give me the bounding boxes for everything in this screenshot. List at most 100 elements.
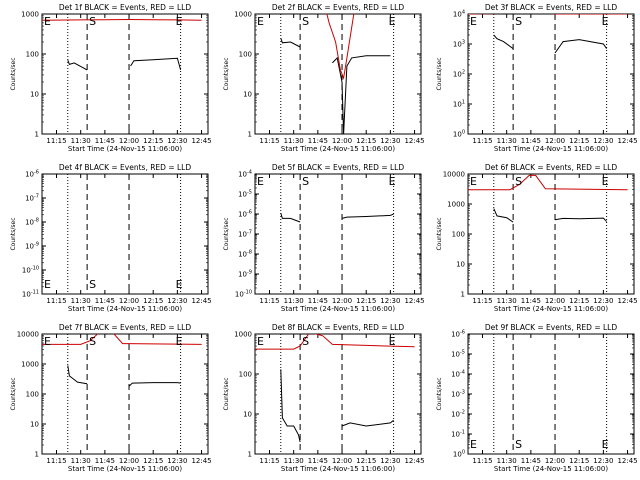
plot-frame: [467, 333, 635, 455]
x-tick-label: 11:45: [95, 297, 115, 305]
y-tick-label: 10-11: [22, 290, 39, 299]
chart-panel-8: Det 8f BLACK = Events, RED = LLD 1 10 100 10…: [223, 323, 425, 473]
series-group: [280, 14, 391, 134]
y-tick-label: 10-8: [238, 250, 252, 259]
series-group: [280, 213, 394, 223]
x-tick-label: 11:30: [284, 137, 304, 145]
x-tick-label: 12:45: [404, 297, 424, 305]
y-tick-label: 100: [26, 391, 39, 399]
y-tick-label: 10-10: [235, 290, 252, 299]
marker-e-end: E: [389, 15, 396, 28]
y-tick-label: 10-1: [451, 430, 465, 439]
x-tick-label: 12:00: [545, 137, 565, 145]
x-tick-label: 11:15: [259, 297, 279, 305]
x-tick-label: 12:45: [404, 457, 424, 465]
chart-title: Det 2f BLACK = Events, RED = LLD: [272, 3, 405, 12]
marker-s: S: [515, 175, 522, 188]
chart-panel-7: Det 7f BLACK = Events, RED = LLD 1 10 100 10…: [10, 323, 212, 473]
y-axis-label: Counts/sec: [10, 57, 17, 90]
marker-s: S: [302, 15, 309, 28]
x-tick-label: 11:30: [71, 297, 91, 305]
marker-e-start: E: [470, 15, 477, 28]
x-tick-label: 11:45: [521, 457, 541, 465]
plot-frame: [41, 173, 209, 295]
series-group: [42, 18, 202, 71]
x-tick-label: 11:30: [284, 297, 304, 305]
marker-e-start: E: [257, 335, 264, 348]
y-tick-label: 1000: [21, 361, 39, 369]
y-tick-label: 10: [243, 91, 252, 99]
x-tick-label: 12:45: [617, 457, 637, 465]
x-tick-label: 12:15: [143, 137, 163, 145]
marker-e-start: E: [44, 335, 51, 348]
marker-e-start: E: [44, 278, 51, 291]
x-tick-label: 12:30: [593, 137, 613, 145]
chart-panel-6: Det 6f BLACK = Events, RED = LLD 1 10 100 10…: [436, 163, 638, 313]
y-tick-label: 10-7: [238, 230, 252, 239]
y-tick-label: 100: [239, 51, 252, 59]
series-group: [468, 14, 628, 54]
x-tick-label: 11:30: [71, 137, 91, 145]
x-tick-label: 12:15: [356, 457, 376, 465]
y-axis-label: Counts/sec: [223, 57, 230, 90]
plot-frame: [41, 333, 209, 455]
y-tick-label: 10-6: [451, 330, 465, 339]
y-tick-label: 100: [452, 231, 465, 239]
marker-s: S: [89, 15, 96, 28]
y-tick-label: 1: [35, 451, 39, 459]
marker-e-end: E: [602, 175, 609, 188]
series-line-lld: [255, 334, 415, 350]
y-tick-label: 1: [248, 131, 252, 139]
marker-s: S: [89, 278, 96, 291]
y-tick-label: 10000: [17, 331, 39, 339]
x-tick-label: 12:15: [356, 297, 376, 305]
plot-frame: [254, 13, 422, 135]
chart-title: Det 1f BLACK = Events, RED = LLD: [59, 3, 192, 12]
x-axis-label: Start Time (24-Nov-15 11:06:00): [281, 465, 395, 473]
series-group: [42, 334, 202, 387]
x-tick-label: 11:15: [472, 457, 492, 465]
x-axis-label: Start Time (24-Nov-15 11:06:00): [494, 465, 608, 473]
y-tick-label: 1000: [234, 11, 252, 19]
x-tick-label: 12:45: [617, 137, 637, 145]
x-tick-label: 12:15: [143, 297, 163, 305]
marker-s: S: [515, 438, 522, 451]
x-tick-label: 12:00: [332, 297, 352, 305]
series-line-events: [67, 60, 88, 71]
x-tick-label: 12:00: [119, 297, 139, 305]
x-tick-label: 12:15: [569, 297, 589, 305]
x-tick-label: 12:45: [191, 297, 211, 305]
x-tick-label: 12:45: [617, 297, 637, 305]
y-tick-label: 10-4: [451, 370, 465, 379]
y-tick-label: 10-9: [238, 270, 252, 279]
y-tick-label: 10: [456, 261, 465, 269]
y-tick-label: 10000: [443, 171, 465, 179]
y-tick-label: 100: [26, 51, 39, 59]
chart-panel-2: Det 2f BLACK = Events, RED = LLD 1 10 100 10…: [223, 3, 425, 153]
x-tick-label: 11:30: [71, 457, 91, 465]
marker-e-start: E: [257, 15, 264, 28]
y-tick-label: 10-3: [451, 390, 465, 399]
series-line-events: [280, 37, 301, 48]
y-tick-label: 10: [30, 91, 39, 99]
series-line-events: [67, 365, 88, 385]
x-tick-label: 12:30: [167, 457, 187, 465]
y-axis-label: Counts/sec: [436, 57, 443, 90]
series-line-events: [554, 217, 607, 222]
x-tick-label: 12:15: [569, 457, 589, 465]
x-tick-label: 12:30: [593, 457, 613, 465]
y-axis-label: Counts/sec: [223, 217, 230, 250]
y-tick-label: 1000: [447, 201, 465, 209]
y-tick-label: 10-4: [238, 170, 252, 179]
marker-e-start: E: [470, 438, 477, 451]
series-line-events: [554, 39, 608, 54]
y-axis-label: Counts/sec: [10, 217, 17, 250]
x-tick-label: 12:45: [191, 457, 211, 465]
x-tick-label: 11:15: [259, 137, 279, 145]
plot-frame: [254, 333, 422, 455]
y-tick-label: 1: [248, 451, 252, 459]
marker-e-start: E: [257, 175, 264, 188]
y-tick-label: 10-7: [25, 194, 39, 203]
chart-panel-1: Det 1f BLACK = Events, RED = LLD 1 10 100 10…: [10, 3, 212, 153]
y-tick-label: 1000: [234, 331, 252, 339]
